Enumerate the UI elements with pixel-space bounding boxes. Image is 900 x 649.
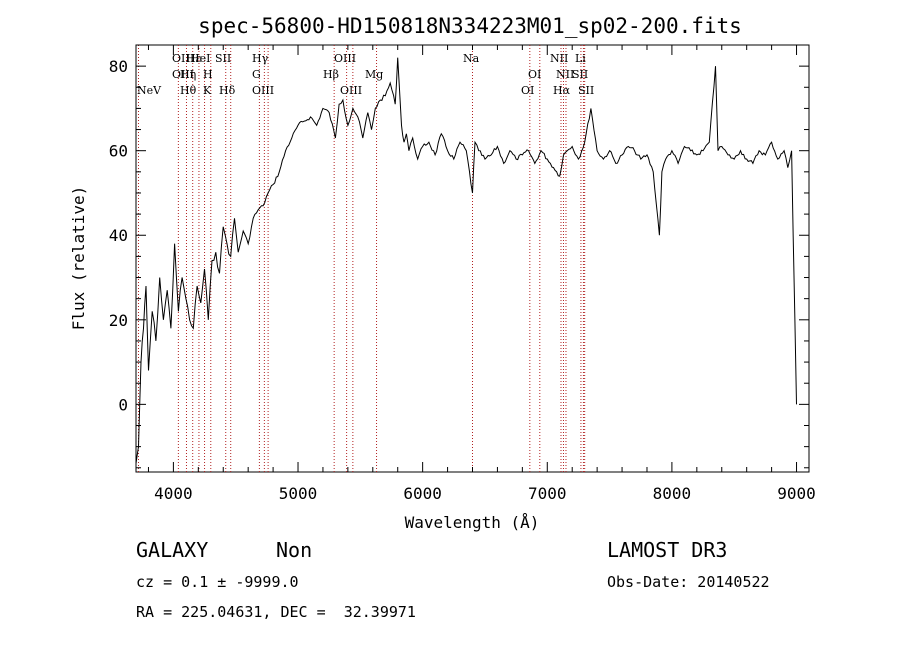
line-label-11: Hγ	[252, 52, 269, 65]
line-label-21: NII	[550, 52, 568, 65]
line-label-25: SII	[572, 68, 588, 81]
y-axis-label: Flux (relative)	[69, 186, 88, 331]
x-tick-label-7000: 7000	[528, 484, 567, 503]
coordinates: RA = 225.04631, DEC = 32.39971	[136, 603, 416, 621]
line-label-9: SII	[215, 52, 231, 65]
y-tick-label-80: 80	[109, 57, 128, 76]
x-tick-label-4000: 4000	[154, 484, 193, 503]
line-label-7: K	[203, 84, 212, 97]
line-label-8: H	[203, 68, 213, 81]
chart-title: spec-56800-HD150818N334223M01_sp02-200.f…	[198, 14, 742, 38]
line-label-10: Hδ	[219, 84, 236, 97]
obs-date: Obs-Date: 20140522	[607, 573, 770, 591]
line-label-1: OII	[172, 52, 190, 65]
line-label-0: NeV	[137, 84, 162, 97]
line-label-3: Hε	[186, 52, 202, 65]
line-label-6: Hθ	[180, 84, 197, 97]
line-label-22: NII	[556, 68, 574, 81]
line-label-15: OIII	[334, 52, 356, 65]
x-tick-label-8000: 8000	[653, 484, 692, 503]
line-label-2: OIII	[172, 68, 194, 81]
line-label-13: OIII	[252, 84, 274, 97]
line-label-14: Hβ	[323, 68, 339, 81]
y-tick-label-60: 60	[109, 142, 128, 161]
x-axis-label: Wavelength (Å)	[405, 513, 540, 532]
line-label-17: Mg	[365, 68, 383, 81]
survey-name: LAMOST DR3	[607, 538, 728, 562]
emission-line-markers	[137, 45, 586, 472]
line-label-16: OIII	[340, 84, 362, 97]
line-label-24: Li	[575, 52, 586, 65]
line-label-5: Hη	[180, 68, 196, 81]
object-class: GALAXY	[136, 538, 209, 562]
line-label-26: SII	[578, 84, 594, 97]
line-label-20: OI	[521, 84, 534, 97]
line-label-4: HeI	[190, 52, 210, 65]
x-tick-label-6000: 6000	[403, 484, 442, 503]
y-axis-ticks: 0 20 40 60 80	[109, 44, 809, 469]
line-label-23: Hα	[553, 84, 571, 97]
line-label-18: Na	[463, 52, 480, 65]
x-tick-label-5000: 5000	[279, 484, 318, 503]
spectrum-line	[135, 57, 797, 464]
line-label-12: G	[252, 68, 261, 81]
y-tick-label-40: 40	[109, 226, 128, 245]
y-tick-label-0: 0	[118, 395, 128, 414]
x-axis-ticks: 4000 5000 6000 7000 8000 9000	[147, 45, 816, 503]
y-tick-label-20: 20	[109, 311, 128, 330]
redshift-readout: cz = 0.1 ± -9999.0	[136, 573, 299, 591]
x-tick-label-9000: 9000	[777, 484, 816, 503]
line-label-19: OI	[528, 68, 541, 81]
object-subclass: Non	[276, 538, 313, 562]
